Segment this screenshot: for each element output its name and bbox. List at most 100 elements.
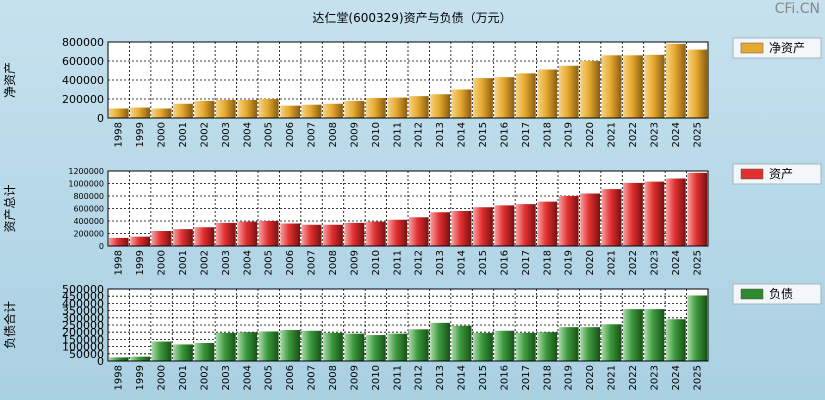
bar-total_assets-2019	[558, 196, 579, 246]
legend-swatch	[740, 42, 764, 54]
bar-net_assets-2005	[258, 99, 279, 118]
x-tick-label: 2023	[649, 250, 660, 275]
x-tick-label: 2023	[649, 365, 660, 390]
x-tick-label: 2016	[499, 122, 510, 147]
x-tick-label: 2002	[199, 122, 210, 147]
x-tick-label: 2005	[264, 365, 275, 390]
bar-net_assets-2015	[473, 78, 493, 118]
bar-liabilities-2000	[151, 341, 172, 361]
x-tick-label: 2005	[264, 122, 275, 147]
x-tick-label: 2001	[178, 365, 189, 390]
y-tick-label: 800000	[62, 36, 104, 49]
x-tick-label: 2007	[307, 122, 318, 147]
bar-net_assets-2023	[644, 54, 665, 118]
plot-border	[107, 288, 709, 362]
x-tick-label: 2021	[607, 250, 618, 275]
bar-net_assets-2018	[537, 69, 558, 118]
x-tick-label: 2023	[649, 122, 660, 147]
y-tick-label: 1200000	[68, 167, 104, 176]
bar-total_assets-2023	[644, 181, 665, 246]
x-tick-label: 2019	[564, 122, 575, 147]
bar-total_assets-2006	[280, 223, 300, 246]
x-tick-label: 1999	[135, 365, 146, 390]
bar-net_assets-2007	[301, 104, 322, 118]
bar-liabilities-1998	[108, 357, 129, 361]
x-tick-label: 2017	[521, 250, 532, 275]
bar-total_assets-1998	[108, 237, 129, 246]
x-tick-label: 2017	[521, 365, 532, 390]
y-tick-label: 200000	[73, 230, 104, 239]
x-tick-label: 2003	[221, 365, 232, 390]
x-tick-label: 1998	[114, 122, 125, 147]
bar-liabilities-2018	[537, 332, 558, 361]
x-tick-label: 2022	[628, 365, 639, 390]
bar-total_assets-2021	[601, 189, 622, 246]
bar-liabilities-2002	[194, 343, 215, 361]
bar-net_assets-2009	[344, 100, 365, 118]
x-tick-label: 2025	[692, 365, 703, 390]
bar-liabilities-2005	[258, 331, 279, 361]
bar-liabilities-2004	[237, 332, 258, 361]
bar-net_assets-2019	[558, 65, 579, 118]
bar-net_assets-2010	[366, 98, 386, 118]
bar-liabilities-2022	[623, 309, 643, 361]
bar-liabilities-2003	[216, 332, 236, 361]
bar-liabilities-2013	[430, 322, 450, 361]
x-tick-label: 2007	[307, 250, 318, 275]
y-tick-label: 0	[97, 355, 104, 368]
bar-total_assets-2017	[516, 204, 536, 246]
y-tick-label: 350000	[62, 305, 104, 318]
legend-swatch	[740, 168, 764, 180]
bar-total_assets-2013	[430, 212, 450, 246]
x-tick-label: 2013	[435, 365, 446, 390]
y-tick-label: 1000000	[68, 180, 104, 189]
legend-label: 净资产	[769, 41, 805, 55]
y-tick-label: 200000	[62, 93, 104, 106]
bar-total_assets-2018	[537, 201, 558, 246]
bar-liabilities-2025	[687, 295, 708, 361]
bar-liabilities-2020	[580, 327, 600, 361]
x-tick-label: 2016	[499, 365, 510, 390]
legend-liabilities: 负债	[732, 283, 822, 305]
total-assets-panel: 0 200000 400000 600000 800000 1000000 1200000 1…	[3, 163, 822, 275]
bar-liabilities-2015	[473, 332, 493, 361]
x-tick-label: 1999	[135, 250, 146, 275]
liabilities-panel: 0500001000001500002000002500003000003500…	[2, 283, 822, 390]
x-tick-label: 2024	[671, 365, 682, 390]
bar-liabilities-2017	[516, 332, 536, 361]
x-tick-label: 2009	[349, 250, 360, 275]
bar-net_assets-2025	[687, 49, 708, 118]
x-tick-label: 2000	[157, 365, 168, 390]
x-tick-label: 2014	[457, 122, 468, 147]
x-tick-label: 2004	[242, 122, 253, 147]
bar-total_assets-2007	[301, 224, 322, 246]
bar-net_assets-2021	[601, 55, 622, 118]
x-tick-label: 1999	[135, 122, 146, 147]
x-tick-label: 2006	[285, 365, 296, 390]
bar-liabilities-2024	[666, 319, 686, 361]
bar-liabilities-2021	[601, 324, 622, 361]
x-tick-label: 2018	[542, 365, 553, 390]
x-tick-label: 2018	[542, 122, 553, 147]
x-tick-label: 2016	[499, 250, 510, 275]
watermark: CFi.CN	[775, 1, 820, 17]
x-tick-label: 2024	[671, 122, 682, 147]
bar-total_assets-1999	[130, 236, 150, 246]
bar-total_assets-2015	[473, 207, 493, 246]
x-tick-label: 2010	[371, 122, 382, 147]
legend-total_assets: 资产	[732, 163, 822, 185]
x-tick-label: 2012	[414, 122, 425, 147]
bar-liabilities-2007	[301, 330, 322, 361]
bar-liabilities-1999	[130, 356, 150, 361]
x-tick-label: 2020	[585, 122, 596, 147]
y-axis-label: 资产总计	[3, 184, 17, 232]
x-tick-label: 2020	[585, 365, 596, 390]
bar-total_assets-2000	[151, 231, 172, 246]
x-tick-label: 1998	[114, 250, 125, 275]
bar-total_assets-2014	[451, 211, 472, 246]
bar-total_assets-2016	[494, 205, 515, 246]
bar-net_assets-2012	[408, 96, 429, 118]
x-tick-label: 2009	[349, 365, 360, 390]
x-tick-label: 2021	[607, 365, 618, 390]
